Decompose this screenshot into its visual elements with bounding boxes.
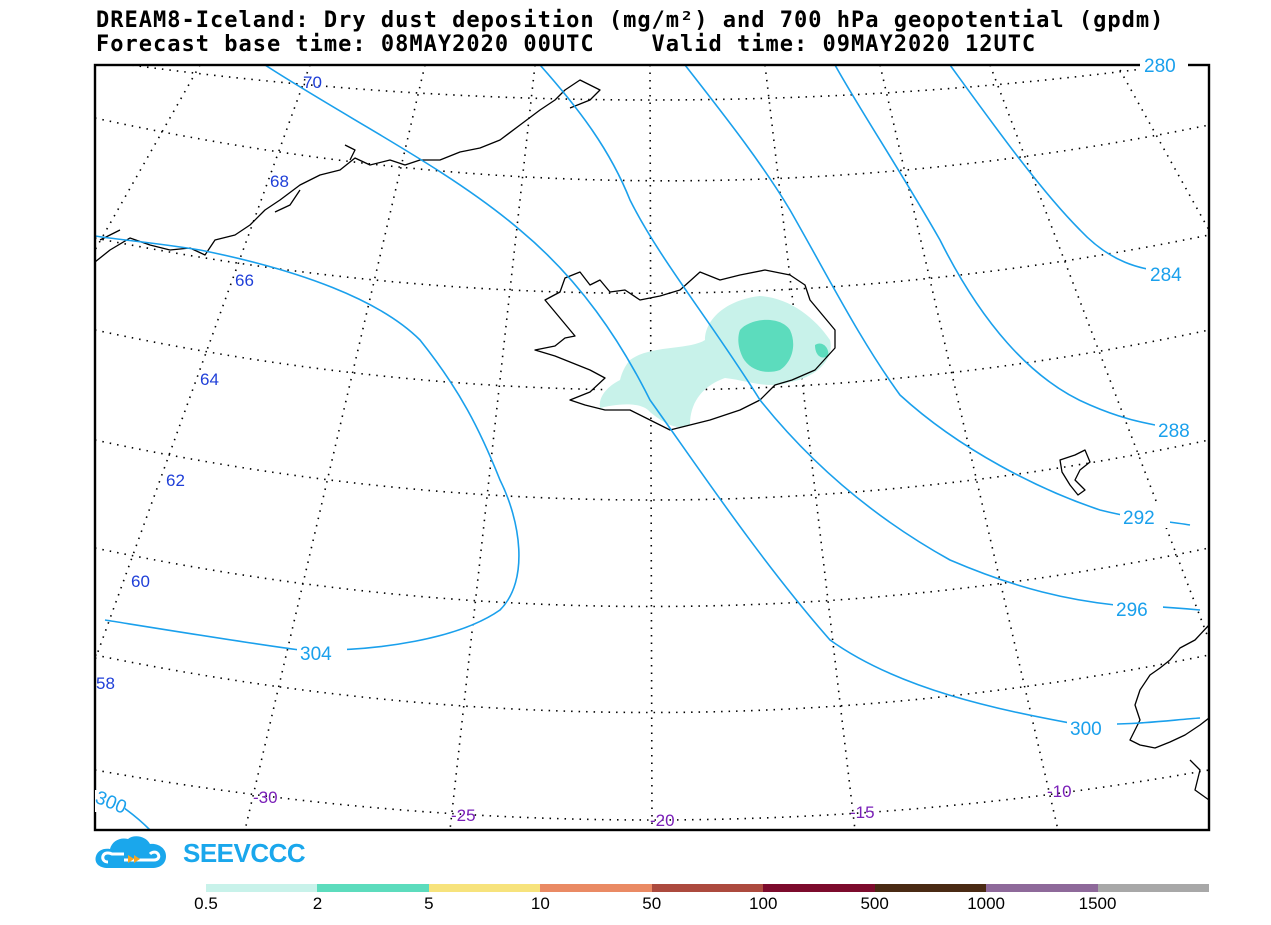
legend-swatch [317,884,429,892]
legend-label: 10 [530,894,550,913]
dust-deposition-area [599,296,831,428]
lat-label-58: 58 [96,674,115,693]
lat-label-68: 68 [270,172,289,191]
lat-label-60: 60 [131,572,150,591]
contour-label-296: 296 [1116,600,1148,621]
cloud-logo-icon [95,836,166,868]
contour-label-292: 292 [1123,508,1155,529]
logo-text: SEEVCCC [183,838,306,868]
lon-label-15w: -15 [850,803,875,822]
lon-label-10w: -10 [1047,782,1072,801]
map-frame [93,63,1211,832]
legend-label: 0.5 [194,894,218,913]
lat-label-70: 70 [303,73,322,92]
legend-swatch [540,884,652,892]
latitude-labels: 70 68 66 64 62 60 58 [96,73,322,693]
contour-label-304: 304 [300,644,332,665]
legend-swatch [986,884,1098,892]
map-title-line1: DREAM8-Iceland: Dry dust deposition (mg/… [96,8,1165,33]
latitude-gridlines [95,65,1209,821]
legend-label: 5 [424,894,434,913]
lat-label-62: 62 [166,471,185,490]
legend-swatch [651,884,764,892]
legend-swatch [763,884,875,892]
lat-label-64: 64 [200,370,219,389]
contour-label-300: 300 [1070,719,1102,740]
legend-label: 50 [642,894,662,913]
legend-label: 500 [860,894,889,913]
legend-label: 1500 [1078,894,1117,913]
contour-label-288: 288 [1158,421,1190,442]
legend-label: 2 [312,894,323,913]
lat-label-66: 66 [235,271,254,290]
legend-swatch [206,884,318,892]
contour-label-284: 284 [1150,265,1182,286]
legend-swatch [874,884,987,892]
map-title-line2: Forecast base time: 08MAY2020 00UTC Vali… [96,32,1037,57]
lon-label-30w: -30 [253,788,278,807]
lon-label-20w: -20 [650,811,675,830]
contour-label-280: 280 [1144,56,1176,77]
legend-label: 100 [749,894,778,913]
lon-label-25w: -25 [451,806,476,825]
longitude-labels: -30 -25 -20 -15 -10 [253,782,1072,830]
legend-swatch [1097,884,1209,892]
legend-label: 1000 [967,894,1006,913]
color-legend [206,884,1209,892]
legend-swatch [428,884,541,892]
